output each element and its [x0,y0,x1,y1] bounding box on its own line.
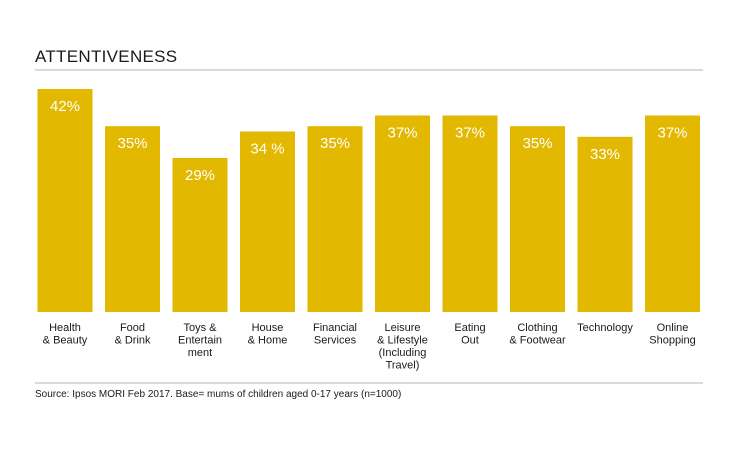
category-label-line: & Home [248,335,288,347]
category-label-line: Shopping [649,335,696,347]
category-label-line: & Beauty [43,335,88,347]
bar-value-label: 35% [522,135,552,152]
bar-value-label: 35% [320,135,350,152]
category-label-line: Toys & [183,322,217,334]
category-label: Leisure & Lifestyle (Including Travel) [377,322,428,372]
source-note: Source: Ipsos MORI Feb 2017. Base= mums … [35,389,401,400]
category-label-line: Technology [577,322,633,334]
bar [510,126,565,312]
category-label-line: Services [314,335,357,347]
chart-title: ATTENTIVENESS [35,47,177,66]
bar [442,115,498,312]
category-label-line: & Lifestyle [377,335,428,347]
category-label-line: Out [461,335,479,347]
category-label-line: House [252,322,284,334]
bar [37,89,93,312]
bar [172,158,228,312]
bar [577,136,633,312]
bar [307,126,363,312]
bar-value-label: 29% [185,167,215,184]
bar-value-label: 42% [50,98,80,115]
bar [375,115,430,312]
category-label-line: Travel) [386,360,420,372]
category-label: Technology [577,322,633,334]
bar-value-label: 37% [455,125,485,142]
data-labels-group: 42% 35% 29% 34 % 35% 37% 37% 35% 33% 37% [50,98,688,184]
bar-value-label: 37% [387,125,417,142]
category-label: House & Home [248,322,288,347]
category-label-line: & Footwear [509,335,566,347]
category-label-line: Clothing [517,322,557,334]
bars-group [37,89,700,312]
category-label-line: Entertain [178,335,222,347]
category-label-line: Financial [313,322,357,334]
category-label-line: & Drink [114,335,151,347]
category-label: Financial Services [313,322,357,347]
category-label-line: Eating [454,322,485,334]
category-label-line: Leisure [384,322,420,334]
category-label-line: (Including [379,347,427,359]
category-label: Health & Beauty [43,322,88,347]
category-label: Toys & Entertain ment [178,322,222,359]
category-label-line: ment [188,347,212,359]
bar-value-label: 34 % [250,141,284,158]
bar [645,115,700,312]
bar [240,131,295,312]
category-label: Eating Out [454,322,485,347]
bar-value-label: 37% [657,125,687,142]
category-label-line: Online [657,322,689,334]
bar-value-label: 33% [590,146,620,163]
category-label: Online Shopping [649,322,696,347]
category-label: Food & Drink [114,322,151,347]
category-label: Clothing & Footwear [509,322,566,347]
category-label-line: Food [120,322,145,334]
category-labels-group: Health & Beauty Food & Drink Toys & Entertain… [43,322,696,372]
bar [105,126,160,312]
category-label-line: Health [49,322,81,334]
bar-value-label: 35% [117,135,147,152]
